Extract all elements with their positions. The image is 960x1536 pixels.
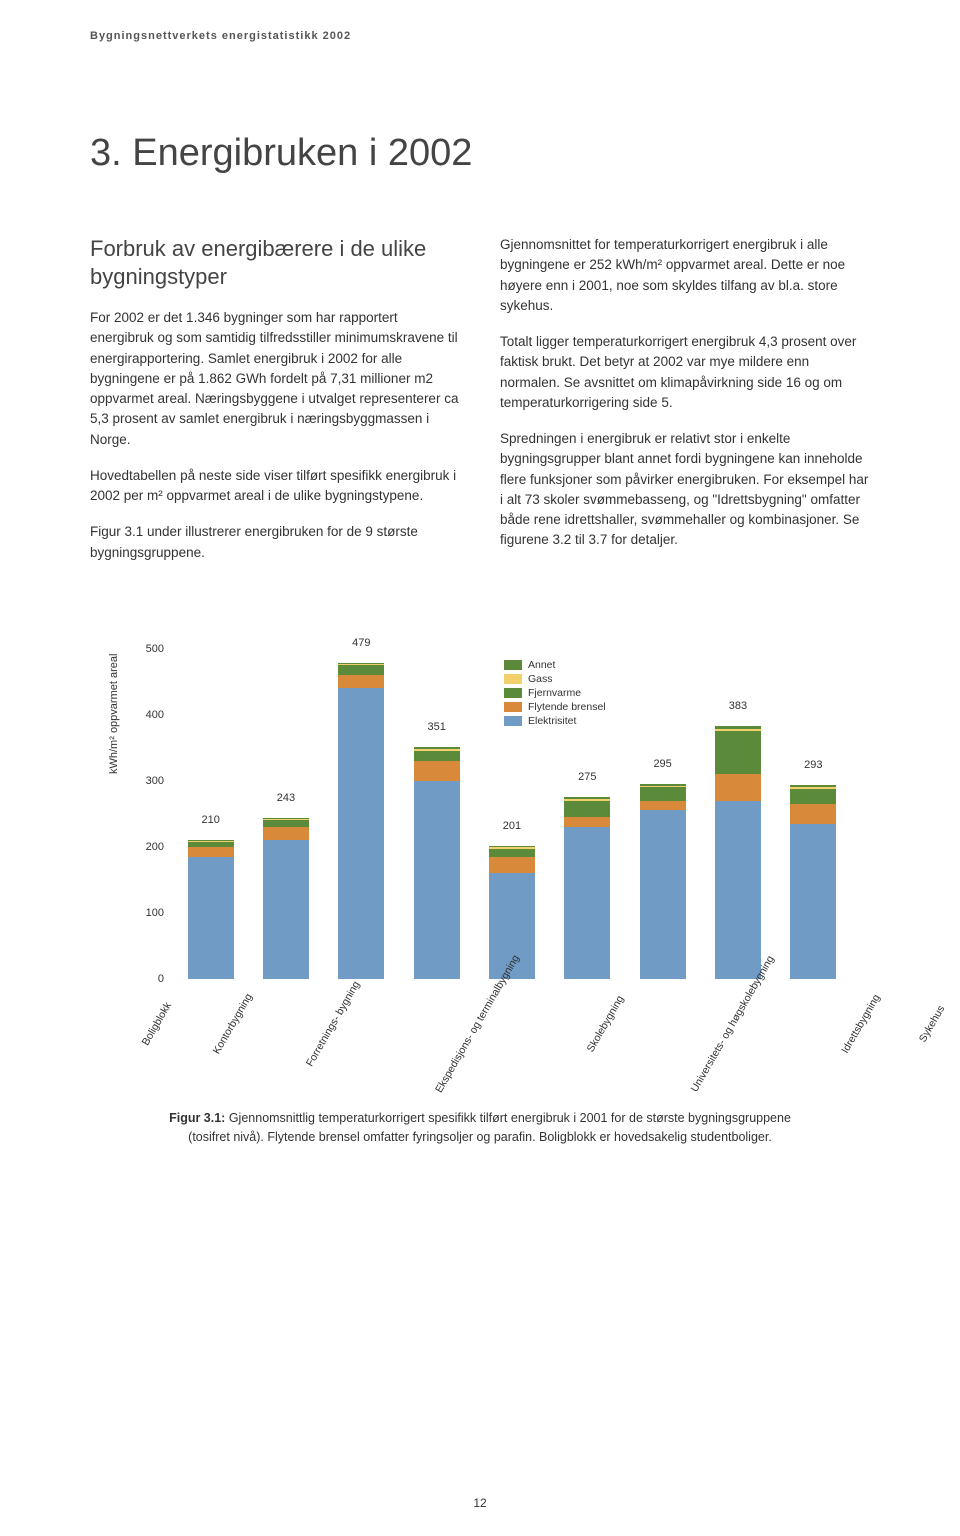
stacked-bar — [790, 784, 836, 978]
bar-group: 293 — [785, 649, 842, 979]
y-tick: 300 — [146, 775, 164, 787]
bar-segment-fjernvarme — [640, 787, 686, 800]
x-label: Sykehus — [917, 1003, 960, 1074]
bar-segment-fjernvarme — [414, 751, 460, 761]
bar-segment-elektrisitet — [564, 827, 610, 979]
bar-segment-flytende — [790, 804, 836, 824]
bar-segment-fjernvarme — [263, 820, 309, 827]
left-column: Forbruk av energibærere i de ulike bygni… — [90, 235, 460, 579]
bar-group: 275 — [559, 649, 616, 979]
y-axis-label: kWh/m² oppvarmet areal — [108, 653, 120, 773]
bar-segment-elektrisitet — [640, 810, 686, 978]
bar-group: 210 — [182, 649, 239, 979]
bar-segment-fjernvarme — [338, 665, 384, 675]
text-columns: Forbruk av energibærere i de ulike bygni… — [90, 235, 870, 579]
bar-total-label: 293 — [804, 759, 822, 771]
stacked-bar — [640, 783, 686, 979]
x-label: Kontorbygning — [211, 991, 307, 1086]
para: Hovedtabellen på neste side viser tilfør… — [90, 466, 460, 507]
page-title: 3. Energibruken i 2002 — [90, 132, 870, 175]
para: For 2002 er det 1.346 bygninger som har … — [90, 308, 460, 450]
bar-segment-elektrisitet — [338, 688, 384, 978]
y-tick: 100 — [146, 907, 164, 919]
bar-segment-elektrisitet — [188, 857, 234, 979]
bar-segment-flytende — [640, 801, 686, 811]
bar-chart: kWh/m² oppvarmet areal 0100200300400500 … — [130, 649, 850, 1079]
bar-total-label: 383 — [729, 700, 747, 712]
bar-segment-flytende — [188, 847, 234, 857]
bar-segment-elektrisitet — [263, 840, 309, 979]
y-tick: 200 — [146, 841, 164, 853]
bar-total-label: 351 — [427, 721, 445, 733]
plot-area: AnnetGassFjernvarmeFlytende brenselElekt… — [174, 649, 850, 979]
bar-group: 351 — [408, 649, 465, 979]
y-tick: 500 — [146, 643, 164, 655]
bar-segment-flytende — [338, 675, 384, 688]
y-tick: 400 — [146, 709, 164, 721]
bar-segment-elektrisitet — [414, 781, 460, 979]
stacked-bar — [263, 817, 309, 978]
bar-group: 201 — [483, 649, 540, 979]
figure-number: Figur 3.1: — [169, 1111, 225, 1125]
x-label: Universitets- og høgskolebygning — [689, 953, 829, 1123]
x-label: Skolebygning — [584, 993, 678, 1084]
bar-segment-flytende — [715, 774, 761, 800]
x-label: Forretnings- bygning — [303, 979, 414, 1098]
bar-total-label: 201 — [503, 820, 521, 832]
y-axis: 0100200300400500 — [130, 649, 170, 979]
bar-group: 479 — [333, 649, 390, 979]
bar-segment-elektrisitet — [790, 824, 836, 979]
bar-group: 383 — [709, 649, 766, 979]
bar-segment-fjernvarme — [489, 849, 535, 857]
running-head: Bygningsnettverkets energistatistikk 200… — [90, 30, 870, 42]
para: Spredningen i energibruk er relativt sto… — [500, 429, 870, 551]
y-tick: 0 — [158, 973, 164, 985]
bar-group: 295 — [634, 649, 691, 979]
bar-segment-flytende — [414, 761, 460, 781]
bar-segment-fjernvarme — [715, 731, 761, 774]
bar-segment-fjernvarme — [564, 801, 610, 818]
bar-segment-flytende — [263, 827, 309, 840]
right-column: Gjennomsnittet for temperaturkorrigert e… — [500, 235, 870, 579]
bar-segment-flytende — [489, 857, 535, 874]
x-axis-labels: BoligblokkKontorbygningForretnings- bygn… — [174, 1007, 850, 1079]
stacked-bar — [564, 796, 610, 978]
para: Totalt ligger temperaturkorrigert energi… — [500, 332, 870, 413]
bar-total-label: 295 — [653, 758, 671, 770]
bar-group: 243 — [257, 649, 314, 979]
bar-total-label: 210 — [201, 814, 219, 826]
bar-total-label: 243 — [277, 792, 295, 804]
stacked-bar — [414, 746, 460, 979]
bar-segment-fjernvarme — [790, 789, 836, 804]
stacked-bar — [338, 662, 384, 979]
para: Figur 3.1 under illustrerer energibruken… — [90, 522, 460, 563]
para: Gjennomsnittet for temperaturkorrigert e… — [500, 235, 870, 316]
stacked-bar — [188, 839, 234, 979]
page-number: 12 — [0, 1496, 960, 1510]
bar-segment-elektrisitet — [715, 801, 761, 979]
x-label: Boligblokk — [140, 1000, 226, 1077]
bar-segment-flytende — [564, 817, 610, 827]
stacked-bar — [715, 725, 761, 979]
section-subhead: Forbruk av energibærere i de ulike bygni… — [90, 235, 460, 290]
bar-total-label: 275 — [578, 771, 596, 783]
bar-total-label: 479 — [352, 637, 370, 649]
